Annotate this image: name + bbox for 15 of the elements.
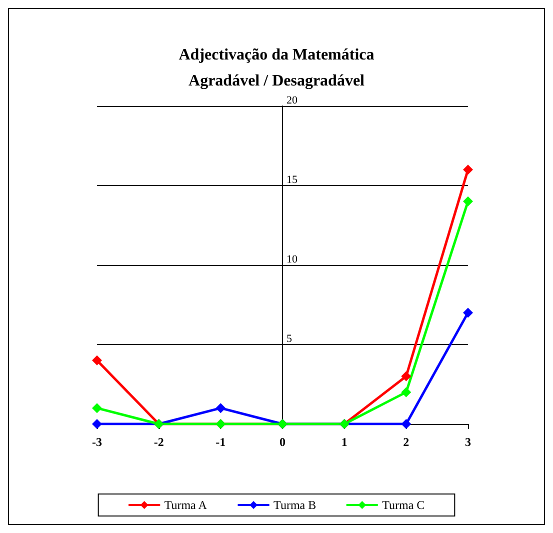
legend-label: Turma C: [382, 498, 425, 512]
x-tick-label: -3: [92, 435, 102, 449]
x-tick-label: -2: [154, 435, 164, 449]
y-tick-label: 5: [286, 333, 292, 345]
legend-label: Turma B: [274, 498, 316, 512]
chart-title: Adjectivação da Matemática Agradável / Desagradável: [178, 46, 374, 90]
x-tick-label: 2: [403, 435, 410, 449]
x-tick-label: -1: [216, 435, 226, 449]
legend-label: Turma A: [164, 498, 208, 512]
y-tick-label: 10: [286, 254, 298, 266]
y-tick-label: 20: [286, 94, 298, 106]
x-tick-label: 0: [280, 435, 286, 449]
x-tick-label: 3: [465, 435, 471, 449]
y-tick-label: 15: [286, 174, 298, 186]
x-tick-label: 1: [341, 435, 348, 449]
